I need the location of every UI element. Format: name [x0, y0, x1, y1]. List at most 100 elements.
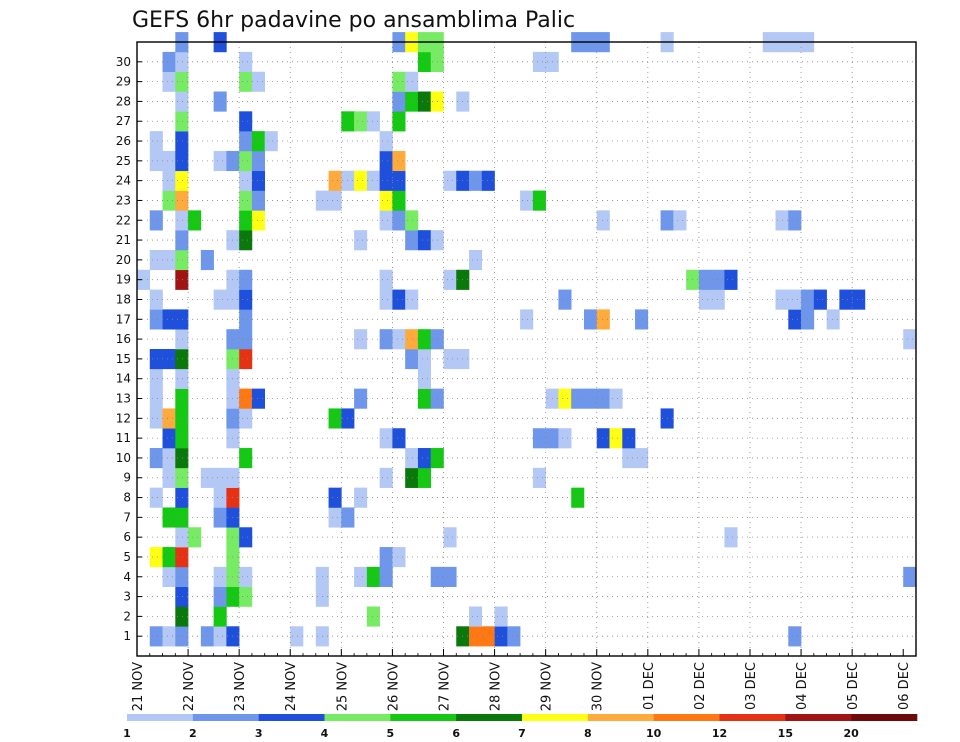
heatmap-cell [251, 150, 265, 172]
y-tick-label: 7 [123, 510, 131, 524]
heatmap-cell [379, 289, 393, 310]
heatmap-cell [162, 71, 176, 92]
x-tick-label: 28 NOV [489, 662, 504, 711]
heatmap-cell [392, 150, 406, 172]
heatmap-cell [149, 309, 163, 330]
x-axis: 21 NOV 22 NOV 23 NOV 24 NOV 25 NOV 26 NOV 27 N… [131, 649, 912, 711]
heatmap-cell [175, 606, 189, 627]
heatmap-cell [532, 51, 546, 73]
heatmap-cell [162, 190, 176, 211]
heatmap-cell [162, 249, 176, 271]
heatmap-cell [162, 150, 176, 172]
legend-label: 3 [255, 727, 263, 740]
heatmap-cell [379, 210, 393, 231]
y-tick-label: 21 [116, 233, 131, 247]
legend-label: 5 [387, 727, 395, 740]
heatmap-cell [635, 448, 649, 469]
legend-label: 15 [778, 727, 793, 740]
heatmap-cell [175, 131, 189, 152]
heatmap-cell [251, 131, 265, 152]
y-tick-label: 27 [116, 114, 131, 128]
heatmap-cell [520, 309, 534, 330]
x-tick-label: 21 NOV [131, 662, 146, 711]
heatmap-cell [392, 71, 406, 92]
heatmap-cell [826, 309, 840, 330]
heatmap-cell [379, 190, 393, 211]
heatmap-cell [264, 131, 278, 152]
heatmap-cell [239, 566, 253, 587]
heatmap-cell [405, 71, 419, 92]
heatmap-cell [175, 309, 189, 330]
heatmap-cell [149, 388, 163, 409]
heatmap-cell [239, 309, 253, 330]
heatmap-cell [494, 626, 508, 647]
heatmap-cell [558, 428, 572, 449]
heatmap-cell [417, 91, 432, 112]
heatmap-cell [366, 111, 380, 132]
heatmap-cell [162, 349, 176, 370]
heatmap-cell [149, 547, 163, 568]
heatmap-cell [188, 210, 202, 231]
y-tick-label: 23 [116, 193, 131, 207]
heatmap-cell [558, 289, 572, 310]
heatmap-cell [175, 91, 189, 112]
legend-swatch [719, 714, 786, 721]
x-tick-label: 05 DEC [846, 662, 861, 710]
y-tick-label: 1 [123, 629, 131, 643]
heatmap-cell [392, 111, 406, 132]
y-tick-label: 3 [123, 590, 131, 604]
heatmap-cell [162, 408, 176, 429]
heatmap-cell [239, 150, 253, 172]
heatmap-cell [137, 269, 151, 290]
y-tick-label: 26 [116, 134, 131, 148]
y-tick-label: 15 [116, 352, 131, 366]
heatmap-cell [239, 349, 253, 370]
heatmap-cell [366, 606, 380, 627]
heatmap-cell [520, 190, 534, 211]
legend-label: 10 [646, 727, 662, 740]
heatmap-cell [813, 289, 827, 310]
y-tick-label: 4 [123, 570, 131, 584]
heatmap-cell [379, 428, 393, 449]
heatmap-cell [162, 626, 176, 647]
heatmap-cell [175, 150, 189, 172]
heatmap-cell [379, 329, 393, 350]
heatmap-cell [788, 210, 802, 231]
legend-swatch [456, 714, 523, 721]
heatmap-cell [379, 269, 393, 290]
y-tick-label: 9 [123, 471, 131, 485]
legend-swatch [587, 714, 654, 721]
legend-label: 8 [584, 727, 592, 740]
heatmap-cell [481, 170, 495, 191]
heatmap-cell [251, 210, 265, 231]
heatmap-cell [354, 170, 368, 191]
heatmap-cell [239, 329, 253, 350]
y-tick-label: 29 [116, 75, 131, 89]
legend-label: 6 [452, 727, 460, 740]
x-tick-label: 04 DEC [795, 662, 810, 710]
heatmap-cell [175, 626, 189, 647]
heatmap-cell [532, 190, 546, 211]
heatmap-cell [175, 190, 189, 211]
x-tick-label: 22 NOV [182, 662, 197, 711]
heatmap-cell [213, 150, 227, 172]
heatmap-cell [903, 566, 917, 587]
heatmap-cell [175, 269, 189, 290]
heatmap-cell [149, 289, 163, 310]
heatmap-cell [175, 566, 189, 587]
x-tick-label: 01 DEC [642, 662, 657, 710]
heatmap-cell [379, 566, 393, 587]
heatmap-cell [162, 467, 176, 488]
heatmap-cell [328, 408, 342, 429]
heatmap-cell [162, 566, 176, 587]
heatmap-cell [239, 230, 253, 251]
heatmap-cell [366, 170, 380, 191]
heatmap-cell [162, 448, 176, 469]
heatmap-cell [392, 210, 406, 231]
heatmap-cell [251, 388, 265, 409]
heatmap-cell [149, 368, 163, 389]
heatmap-cell [711, 289, 725, 310]
heatmap-cell [673, 210, 687, 231]
y-tick-label: 6 [123, 530, 131, 544]
